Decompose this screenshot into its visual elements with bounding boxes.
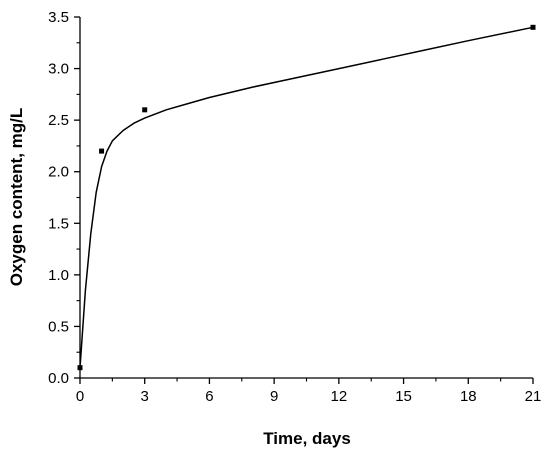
y-tick-label: 2.0 <box>48 164 69 181</box>
x-tick-label: 18 <box>460 388 477 405</box>
axes <box>79 17 533 379</box>
x-tick-label: 9 <box>270 388 278 405</box>
y-tick-label: 1.0 <box>48 267 69 284</box>
x-tick-label: 15 <box>395 388 412 405</box>
x-tick-label: 3 <box>141 388 149 405</box>
x-axis-title: Time, days <box>263 429 351 448</box>
x-tick-label: 21 <box>525 388 542 405</box>
x-tick-label: 12 <box>331 388 348 405</box>
y-axis-title: Oxygen content, mg/L <box>7 108 26 287</box>
y-tick-label: 0.0 <box>48 370 69 387</box>
y-tick-label: 2.5 <box>48 112 69 129</box>
y-tick-label: 3.5 <box>48 9 69 26</box>
y-tick-label: 3.0 <box>48 61 69 78</box>
data-point-marker <box>99 148 105 154</box>
ticks: 0 3 6 9 12 15 18 21 0.0 0.5 1.0 1.5 2.0 2.5 3.0 3.5 <box>48 9 541 405</box>
data-point-marker <box>142 107 148 113</box>
fitted-curve <box>79 26 534 368</box>
y-tick-label: 0.5 <box>48 318 69 335</box>
x-tick-label: 6 <box>205 388 213 405</box>
plot-data <box>77 24 536 371</box>
x-tick-label: 0 <box>76 388 84 405</box>
y-tick-label: 1.5 <box>48 215 69 232</box>
